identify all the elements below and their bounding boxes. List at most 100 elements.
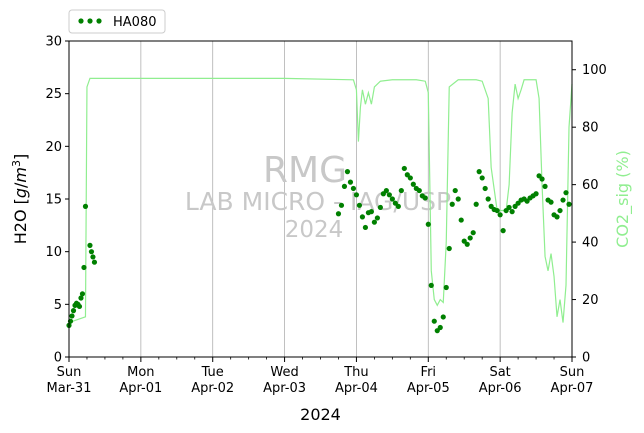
h2o-point (464, 241, 470, 247)
x-tick-label-day: Sat (489, 365, 510, 380)
y-axis-right-title: CO2_sig (%) (613, 150, 633, 248)
h2o-point (428, 282, 434, 288)
y-right-tick-label: 60 (582, 178, 599, 193)
legend-marker (78, 18, 84, 24)
h2o-point (76, 303, 83, 310)
h2o-point (446, 245, 452, 252)
h2o-point (476, 169, 482, 175)
y-right-tick-label: 100 (582, 63, 607, 78)
legend-label-ha080: HA080 (113, 15, 156, 30)
x-tick-label-day: Wed (270, 365, 298, 380)
h2o-point (437, 324, 443, 331)
y-left-tick-label: 10 (45, 245, 62, 260)
h2o-point (386, 192, 392, 198)
h2o-point (362, 224, 369, 231)
h2o-point (452, 187, 458, 194)
h2o-point (422, 195, 428, 201)
h2o-point (557, 207, 563, 214)
x-tick-label-day: Sun (57, 365, 82, 380)
h2o-point (506, 204, 512, 211)
h2o-point (389, 196, 395, 202)
h2o-point (79, 291, 86, 297)
y-left-tick-label: 25 (45, 87, 62, 102)
y-left-tick-label: 30 (45, 35, 62, 50)
h2o-point (410, 181, 416, 187)
h2o-point (401, 165, 407, 172)
h2o-point (395, 203, 401, 209)
h2o-point (78, 295, 84, 301)
x-tick-label-date: Apr-03 (263, 381, 306, 396)
x-tick-label-date: Apr-06 (479, 381, 522, 396)
x-tick-label-date: Apr-04 (335, 381, 378, 396)
h2o-point (494, 207, 500, 214)
x-axis-title: 2024 (300, 405, 341, 424)
h2o-point (566, 201, 572, 207)
h2o-point (398, 187, 404, 194)
x-tick-label-date: Apr-01 (119, 381, 162, 396)
axes: 051015202530020406080100SunMar-31MonApr-… (45, 35, 606, 397)
legend: HA080 (68, 9, 166, 34)
h2o-point (449, 201, 455, 207)
y-right-tick-label: 80 (582, 121, 599, 136)
y-left-tick-label: 5 (54, 298, 62, 313)
x-tick-label-day: Sun (560, 365, 585, 380)
x-tick-label-day: Fri (421, 365, 437, 380)
h2o-point (90, 254, 96, 260)
h2o-point (458, 217, 464, 223)
x-tick-label-date: Apr-05 (407, 381, 450, 396)
h2o-point (500, 228, 506, 234)
legend-marker (96, 18, 102, 24)
co2-series (68, 77, 573, 324)
h2o-point (356, 202, 363, 208)
h2o-point (485, 196, 491, 202)
x-tick-label-day: Tue (201, 365, 224, 380)
y-left-tick-label: 15 (45, 193, 62, 208)
h2o-point (560, 197, 566, 203)
h2o-point (91, 259, 98, 265)
h2o-point (82, 203, 89, 209)
y-left-tick-label: 0 (54, 351, 62, 366)
h2o-point (371, 219, 377, 225)
x-tick-label-date: Apr-07 (551, 381, 594, 396)
h2o-point (425, 221, 431, 227)
h2o-point (467, 235, 473, 241)
h2o-point (347, 179, 354, 185)
h2o-point (374, 215, 380, 221)
h2o-point (497, 212, 503, 218)
watermark-line-3: 2024 (285, 217, 344, 243)
h2o-point (88, 249, 95, 255)
h2o-point (344, 169, 351, 175)
x-tick-label-date: Mar-31 (47, 381, 92, 396)
h2o-point (69, 313, 75, 319)
h2o-point (533, 191, 539, 197)
h2o-point (509, 209, 515, 215)
h2o-point (443, 284, 449, 291)
h2o-point (554, 214, 560, 220)
h2o-point (542, 183, 548, 189)
h2o-point (440, 314, 446, 320)
legend-marker (87, 18, 93, 24)
h2o-point (377, 204, 383, 211)
h2o-point (383, 187, 389, 194)
h2o-point (470, 230, 476, 236)
h2o-point (479, 175, 485, 181)
y-axis-left-title: H2O [g/m3] (10, 154, 30, 245)
y-right-tick-label: 40 (582, 236, 599, 251)
h2o-series (66, 165, 572, 334)
y-left-tick-label: 20 (45, 140, 62, 155)
h2o-point (353, 192, 360, 198)
h2o-point (70, 308, 77, 314)
h2o-point (548, 199, 554, 205)
h2o-point (407, 175, 413, 181)
y-right-tick-label: 20 (582, 293, 599, 308)
h2o-point (482, 185, 488, 192)
h2o-point (350, 185, 357, 192)
watermark-line-1: RMG (263, 150, 347, 191)
h2o-point (338, 202, 345, 208)
y-right-tick-label: 0 (582, 351, 590, 366)
legend-box (68, 9, 166, 34)
h2o-point (431, 318, 437, 324)
h2o-point (341, 183, 348, 189)
watermark: RMG LAB MICRO - IAG/USP 2024 (185, 150, 451, 243)
